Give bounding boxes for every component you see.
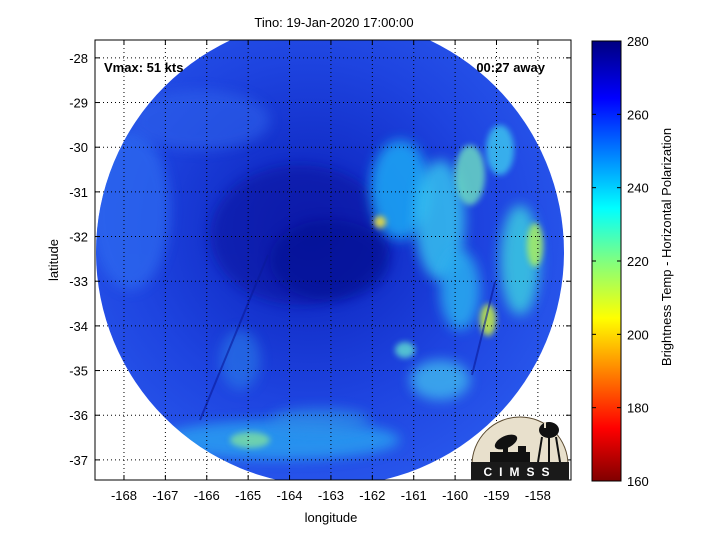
y-tick-label: -29 [69, 96, 88, 111]
water-tower-icon [537, 422, 561, 463]
colorbar-tick-label: 200 [627, 327, 649, 342]
x-tick-label: -158 [525, 488, 551, 503]
x-tick-label: -168 [111, 488, 137, 503]
x-tick-label: -164 [277, 488, 303, 503]
y-tick-label: -34 [69, 319, 88, 334]
axes-frame [94, 39, 572, 481]
away-label: 00:27 away [476, 60, 545, 75]
x-tick-label: -159 [483, 488, 509, 503]
x-tick-label: -166 [194, 488, 220, 503]
satellite-dish-icon [490, 434, 530, 462]
colorbar-tick-label: 220 [627, 254, 649, 269]
colorbar [591, 40, 622, 482]
colorbar-ticks: 280 260 240 220 200 180 160 [592, 34, 649, 489]
colorbar-tick-label: 260 [627, 107, 649, 122]
y-tick-label: -36 [69, 408, 88, 423]
x-tick-label: -161 [401, 488, 427, 503]
logo-text: CIMSS [483, 465, 556, 479]
x-tick-label: -160 [442, 488, 468, 503]
y-axis-label: latitude [46, 239, 61, 281]
x-axis-label: longitude [305, 510, 358, 525]
x-axis: -168 -167 -166 -165 -164 -163 -162 -161 -160 -159… [111, 40, 551, 503]
vmax-label: Vmax: 51 kts [104, 60, 184, 75]
x-tick-label: -162 [359, 488, 385, 503]
x-tick-label: -163 [318, 488, 344, 503]
x-tick-label: -165 [235, 488, 261, 503]
y-tick-label: -32 [69, 230, 88, 245]
y-tick-label: -28 [69, 51, 88, 66]
colorbar-label: Brightness Temp - Horizontal Polarizatio… [659, 128, 674, 366]
x-tick-label: -167 [152, 488, 178, 503]
y-tick-label: -33 [69, 274, 88, 289]
y-tick-label: -31 [69, 185, 88, 200]
y-tick-label: -30 [69, 140, 88, 155]
swath-image [96, 40, 564, 480]
colorbar-tick-label: 180 [627, 401, 649, 416]
chart-title: Tino: 19-Jan-2020 17:00:00 [254, 15, 413, 30]
cimss-logo: CIMSS [471, 416, 569, 480]
y-tick-label: -37 [69, 453, 88, 468]
colorbar-tick-label: 280 [627, 34, 649, 49]
colorbar-tick-label: 160 [627, 474, 649, 489]
y-tick-label: -35 [69, 364, 88, 379]
colorbar-tick-label: 240 [627, 181, 649, 196]
